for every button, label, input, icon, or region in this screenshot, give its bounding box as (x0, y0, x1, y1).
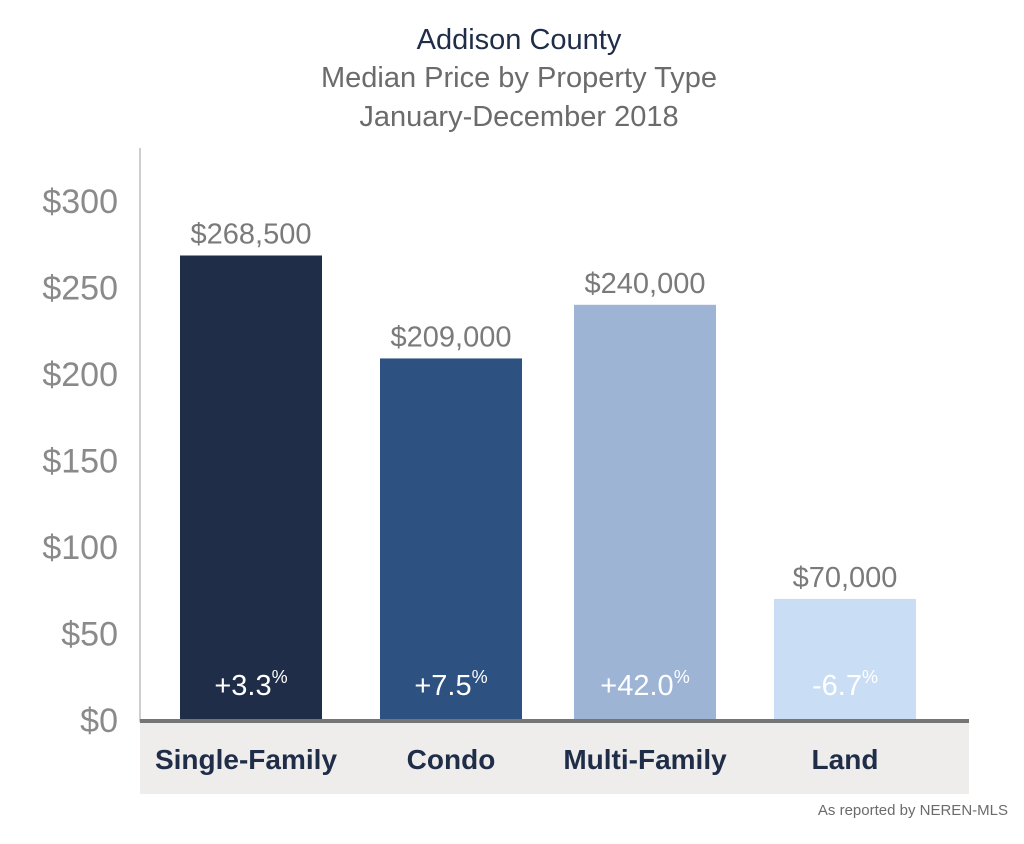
bar-land (774, 598, 916, 720)
y-tick-label: $150 (42, 443, 118, 481)
bar-condo (380, 358, 522, 720)
category-label: Multi-Family (563, 744, 727, 775)
value-label: $70,000 (793, 562, 898, 594)
category-label: Condo (407, 744, 496, 775)
category-labels: Single-Family Condo Multi-Family Land (155, 744, 878, 775)
bars: $268,500 +3.3% $209,000 +7.5% $240,000 +42.0%… (180, 218, 916, 720)
value-label: $268,500 (191, 218, 312, 250)
chart-title: Addison County (417, 24, 622, 56)
bar-single-family (180, 255, 322, 720)
value-label: $240,000 (585, 268, 706, 300)
y-tick-label: $0 (80, 702, 118, 740)
y-tick-label: $50 (61, 616, 118, 654)
category-label: Land (812, 744, 879, 775)
y-tick-label: $200 (42, 356, 118, 394)
category-band (140, 722, 969, 794)
chart-subtitle: Median Price by Property Type (321, 62, 717, 94)
chart-period: January-December 2018 (359, 101, 678, 133)
change-label: +42.0% (600, 667, 689, 702)
bar-multi-family (574, 304, 716, 720)
y-tick-label: $250 (42, 270, 118, 308)
source-note: As reported by NEREN-MLS (818, 802, 1008, 819)
change-label: -6.7% (812, 667, 878, 702)
value-label: $209,000 (391, 321, 512, 353)
y-tick-label: $100 (42, 529, 118, 567)
category-label: Single-Family (155, 744, 337, 775)
change-label: +3.3% (214, 667, 287, 702)
change-label: +7.5% (414, 667, 487, 702)
y-tick-labels: $0 $50 $100 $150 $200 $250 $300 (42, 183, 118, 740)
y-tick-label: $300 (42, 183, 118, 221)
